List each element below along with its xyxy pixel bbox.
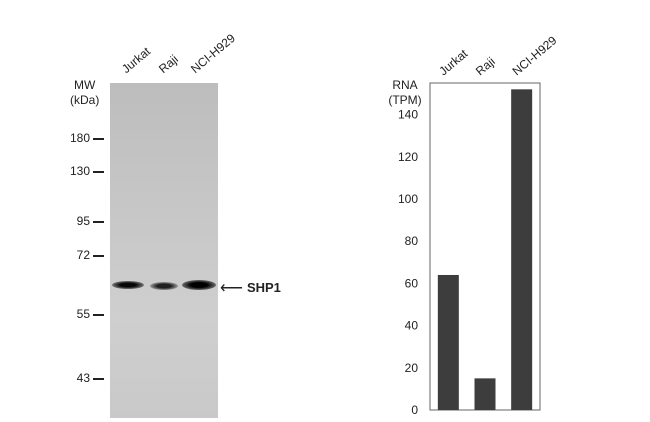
marker-label: 43 <box>76 371 90 385</box>
bar-jurkat <box>437 274 459 410</box>
western-blot-panel: Jurkat Raji NCI-H929 MW (kDa) 180 130 95… <box>69 30 281 418</box>
target-name: SHP1 <box>246 280 281 295</box>
bar-raji <box>474 378 496 410</box>
y-tick-label: 20 <box>405 361 419 375</box>
y-tick-label: 140 <box>398 108 418 122</box>
y-tick-label: 40 <box>405 319 419 333</box>
lane-label-raji: Raji <box>156 51 181 76</box>
gel-image <box>110 83 218 418</box>
x-category-label: NCI-H929 <box>510 33 560 78</box>
rna-chart-svg: RNA(TPM) 0 20 40 60 80 100 120 140 Jurkat Raji NCI-… <box>388 33 560 417</box>
band-raji <box>150 282 178 290</box>
lane-label-nci-h929: NCI-H929 <box>188 30 238 77</box>
marker-label: 55 <box>76 307 90 321</box>
marker-tick <box>93 255 104 257</box>
marker-tick <box>93 171 104 173</box>
marker-tick <box>93 221 104 223</box>
marker-label: 180 <box>69 131 90 145</box>
band-nci-h929 <box>182 280 216 290</box>
y-tick-label: 0 <box>411 403 418 417</box>
mw-axis-title: MW (kDa) <box>70 78 99 108</box>
marker-label: 95 <box>76 214 90 228</box>
kda-label: (kDa) <box>70 93 100 107</box>
rna-bar-chart: RNA (TPM) 0 20 40 60 80 100 120 140 Jurkat Raji NCI-… <box>340 0 650 422</box>
marker-label: 72 <box>76 248 90 262</box>
marker-tick <box>93 378 104 380</box>
band-jurkat <box>112 281 144 289</box>
left-arrow-icon: ⟵ <box>220 280 243 297</box>
y-axis-unit-label: (TPM) <box>388 93 421 107</box>
lane-label-jurkat: Jurkat <box>119 44 154 76</box>
y-tick-label: 100 <box>398 192 418 206</box>
mw-label: MW <box>74 78 96 92</box>
bar-nci-h929 <box>511 89 533 410</box>
marker-tick <box>93 314 104 316</box>
y-tick-label: 120 <box>398 150 418 164</box>
x-category-label: Jurkat <box>436 46 471 78</box>
y-tick-label: 80 <box>405 234 419 248</box>
marker-label: 130 <box>69 164 90 178</box>
y-tick-label: 60 <box>405 276 419 290</box>
x-category-label: Raji <box>473 54 498 78</box>
target-protein-label: ⟵ SHP1 <box>220 278 281 298</box>
marker-tick <box>93 138 104 140</box>
y-axis-label: RNA <box>392 78 417 92</box>
